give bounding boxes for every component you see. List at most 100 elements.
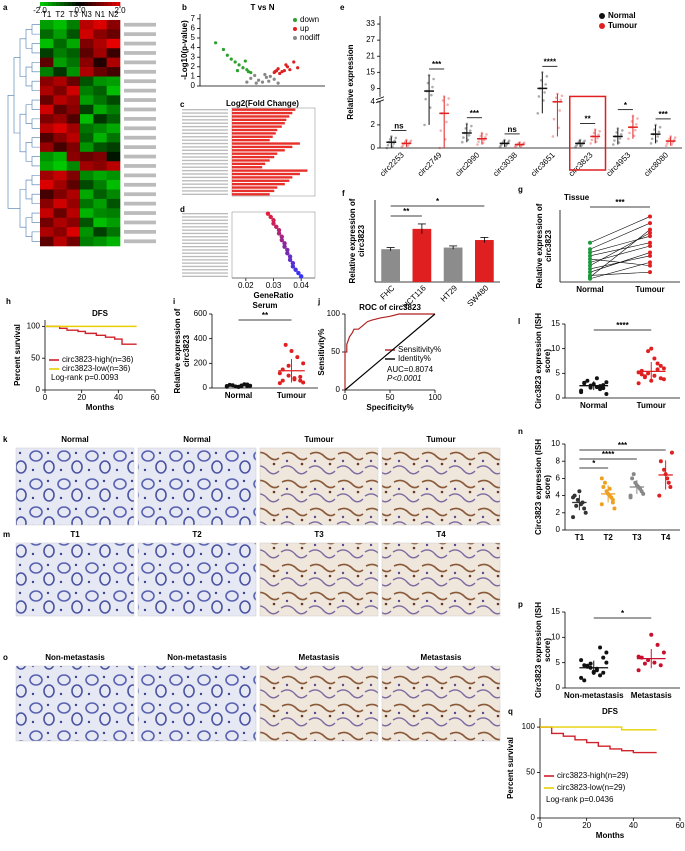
histology-image — [15, 542, 135, 617]
annotation: Log-rank p=0.0436 — [546, 795, 614, 804]
point — [639, 372, 644, 377]
x-tick-label: T4 — [661, 533, 671, 542]
colorbar-step — [112, 2, 117, 6]
colorbar-label: -2.0 — [33, 6, 47, 15]
colorbar-step — [92, 2, 97, 6]
legend-marker — [293, 36, 297, 40]
dendrogram — [31, 43, 40, 54]
term-label-placeholder — [182, 229, 228, 231]
term-label-placeholder — [182, 232, 228, 235]
term-label-placeholder — [182, 149, 228, 151]
point — [648, 234, 652, 239]
colorbar-step — [64, 2, 69, 6]
histology-image — [381, 542, 501, 617]
histology-image — [381, 665, 501, 742]
legend-marker — [293, 18, 297, 22]
legend-label: Tumour — [608, 21, 637, 30]
heatmap-cell — [40, 198, 54, 209]
row-label-placeholder — [124, 98, 156, 102]
point-guide — [467, 133, 471, 137]
heatmap-cell — [93, 142, 107, 153]
term-label-placeholder — [182, 216, 228, 218]
point — [648, 253, 652, 258]
bar — [232, 155, 275, 159]
point — [296, 270, 301, 276]
point-guide — [560, 94, 564, 98]
point — [249, 70, 253, 75]
point — [582, 380, 587, 385]
y-tick-label: 8 — [556, 456, 561, 465]
image-label: Tumour — [304, 435, 333, 444]
point-guide — [499, 143, 503, 147]
point — [254, 81, 258, 85]
heatmap-cell — [80, 114, 94, 124]
bar — [232, 166, 263, 169]
significance-label: ns — [507, 125, 517, 134]
y-tick-label: 27 — [366, 35, 375, 44]
column-label: T3 — [69, 10, 79, 19]
bar — [232, 138, 270, 142]
row-label-placeholder — [124, 107, 156, 112]
bar — [232, 111, 293, 115]
heatmap-cell — [106, 133, 121, 143]
point-guide — [636, 117, 639, 120]
y-tick-label: 0 — [531, 813, 536, 822]
point — [652, 356, 657, 361]
colorbar-step — [60, 2, 65, 6]
histology-image — [137, 447, 257, 526]
heatmap-cell — [66, 76, 81, 87]
point — [295, 355, 300, 360]
term-label-placeholder — [182, 183, 228, 185]
heatmap-cell — [66, 227, 81, 237]
point-guide — [485, 133, 488, 136]
point — [276, 67, 280, 71]
x-tick-label: circ2253 — [378, 150, 406, 178]
heatmap-cell — [40, 208, 54, 219]
y-tick-label: 5 — [556, 658, 561, 667]
point — [628, 495, 633, 500]
histology-image — [259, 447, 379, 526]
heatmap-cell — [40, 142, 54, 153]
point-guide — [598, 129, 602, 133]
x-tick-label: Tumour — [637, 401, 666, 410]
point-guide — [589, 142, 592, 145]
panel-letter: g — [518, 185, 523, 194]
heatmap-cell — [53, 76, 67, 87]
point — [609, 495, 614, 500]
point-guide — [477, 140, 480, 143]
column-label: N3 — [82, 10, 93, 19]
heatmap-cell — [93, 29, 107, 40]
heatmap-cell — [53, 133, 67, 143]
y-tick-label: 200 — [194, 358, 208, 367]
point — [636, 381, 641, 386]
y-tick-label: 0 — [336, 385, 341, 394]
panel-letter: o — [3, 653, 8, 662]
image-label: T1 — [70, 530, 80, 539]
column-label: T1 — [42, 10, 52, 19]
heatmap-cell — [106, 208, 121, 219]
y-tick-label: 100 — [522, 722, 536, 731]
x-tick-label: 50 — [386, 393, 395, 402]
row-label-placeholder — [124, 126, 156, 131]
y-tick-label: 2 — [371, 120, 376, 129]
heatmap-cell — [66, 142, 81, 153]
row-label-placeholder — [124, 22, 156, 27]
heatmap-cell — [93, 189, 107, 200]
heatmap-cell — [80, 57, 94, 68]
highlight-box — [569, 95, 607, 171]
heatmap-cell — [80, 189, 94, 200]
column-label: N1 — [95, 10, 106, 19]
y-tick-label: 0 — [556, 525, 561, 534]
point-guide — [498, 145, 502, 149]
point-guide — [628, 131, 631, 135]
axis-break — [376, 96, 384, 101]
point — [588, 260, 592, 265]
point — [289, 349, 294, 353]
x-axis-label: GeneRatio — [253, 291, 293, 300]
point — [260, 80, 265, 84]
point — [582, 678, 587, 683]
heatmap-cell — [106, 85, 121, 96]
heatmap-cell — [80, 142, 94, 153]
point-guide — [633, 128, 637, 132]
dendrogram — [19, 113, 26, 153]
